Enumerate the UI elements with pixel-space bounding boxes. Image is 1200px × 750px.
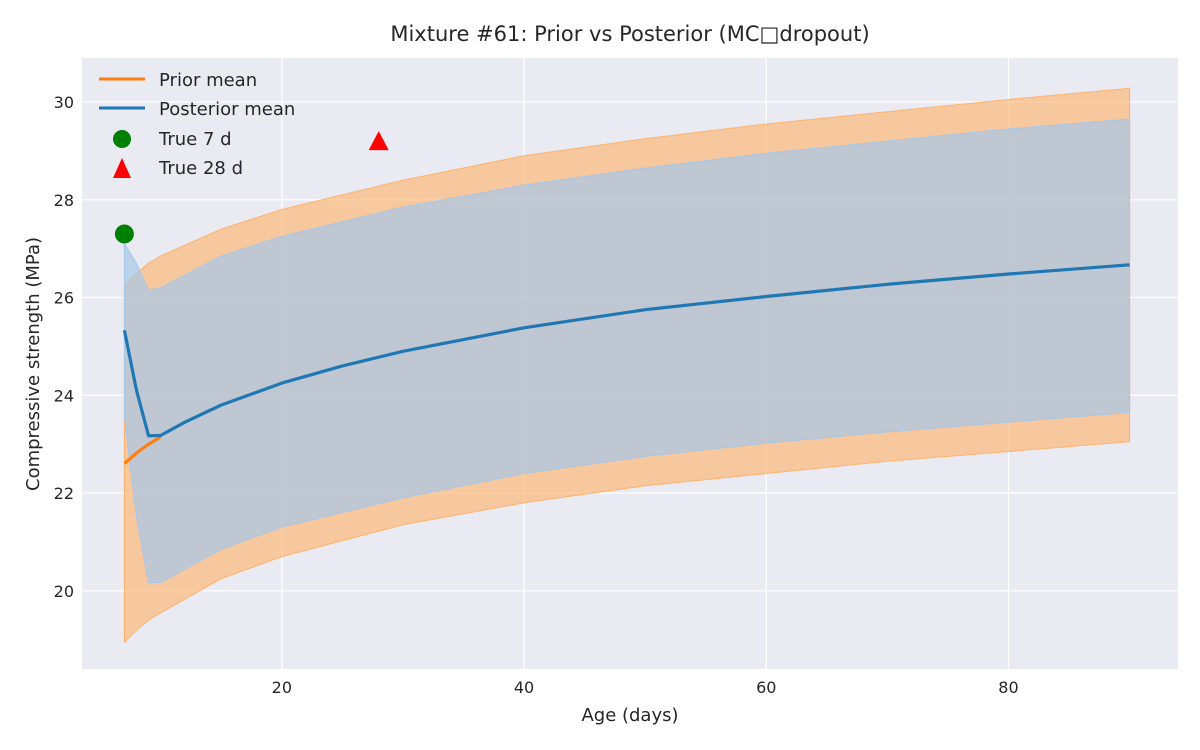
tick-labels: 20 40 60 80 20 22 24 26 28 30 bbox=[54, 93, 1019, 697]
x-tick-label: 20 bbox=[272, 678, 292, 697]
true-28d-marker bbox=[368, 131, 389, 151]
y-tick-label: 22 bbox=[54, 484, 74, 503]
y-tick-label: 26 bbox=[54, 289, 74, 308]
x-axis-label: Age (days) bbox=[581, 705, 678, 726]
true-7d-marker bbox=[114, 224, 134, 244]
x-tick-label: 80 bbox=[998, 678, 1018, 697]
prior-mean-line bbox=[123, 435, 162, 465]
y-tick-label: 30 bbox=[54, 93, 74, 112]
y-tick-label: 28 bbox=[54, 191, 74, 210]
legend-true28-marker bbox=[113, 158, 131, 178]
y-axis-label: Compressive strength (MPa) bbox=[23, 237, 44, 491]
x-tick-label: 40 bbox=[514, 678, 534, 697]
posterior-mean-line bbox=[122, 263, 1130, 438]
true-points bbox=[114, 131, 389, 244]
x-tick-label: 60 bbox=[756, 678, 776, 697]
series-lines bbox=[122, 263, 1130, 465]
legend-true7-marker bbox=[113, 130, 131, 148]
legend-prior-label: Prior mean bbox=[159, 70, 257, 91]
y-tick-label: 24 bbox=[54, 386, 74, 405]
uncertainty-bands bbox=[123, 87, 1131, 644]
legend: Prior mean Posterior mean True 7 d True … bbox=[99, 70, 295, 179]
legend-posterior-label: Posterior mean bbox=[159, 99, 295, 120]
legend-true28-label: True 28 d bbox=[158, 158, 243, 179]
y-tick-label: 20 bbox=[54, 582, 74, 601]
legend-true7-label: True 7 d bbox=[158, 129, 232, 150]
chart-title: Mixture #61: Prior vs Posterior (MC□drop… bbox=[390, 22, 869, 46]
posterior-band bbox=[123, 118, 1131, 583]
